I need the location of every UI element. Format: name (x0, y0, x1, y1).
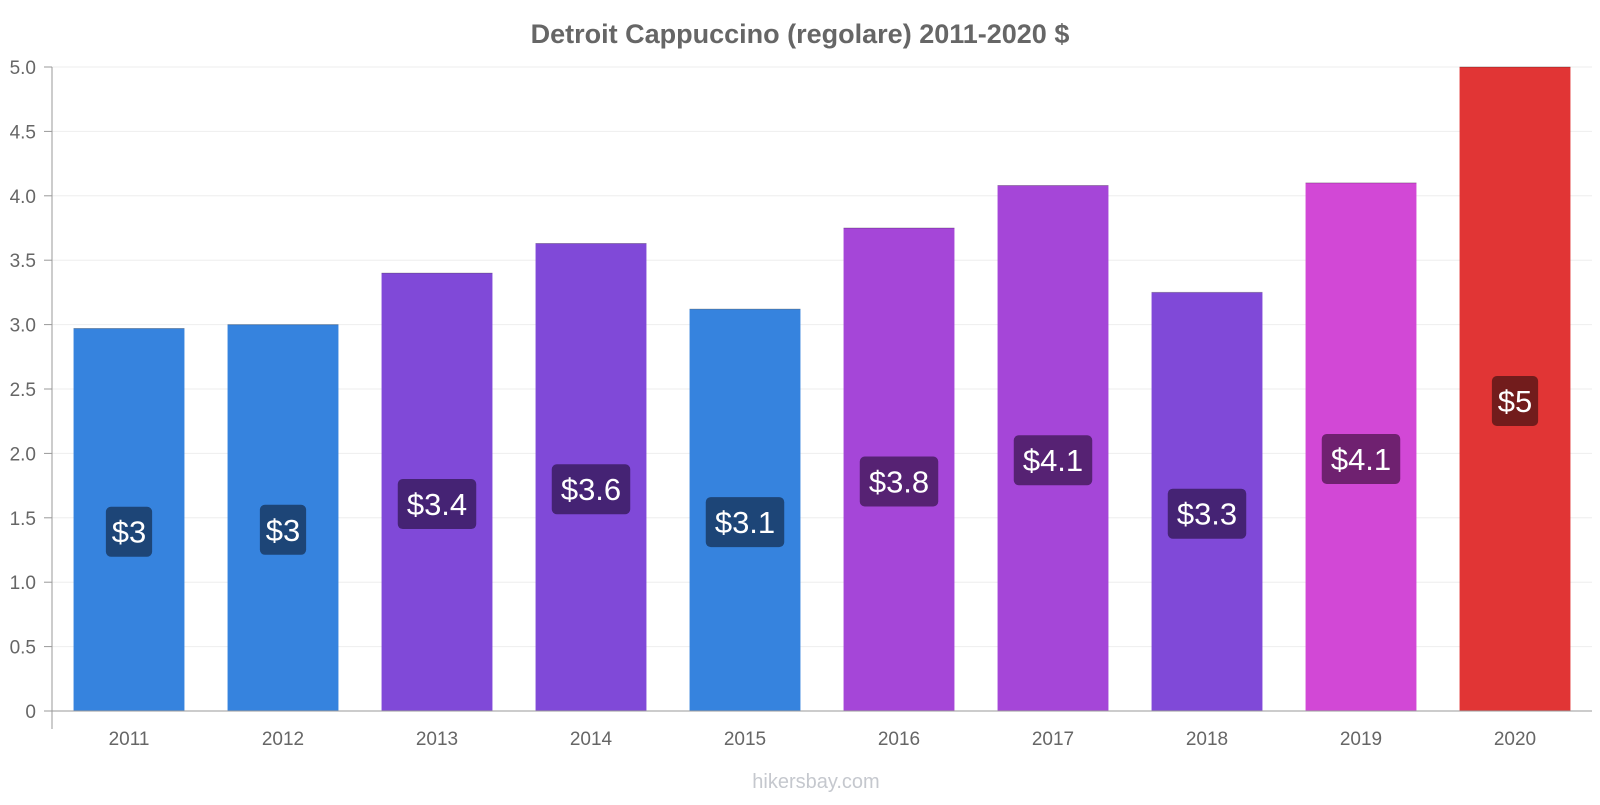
data-label-text: $4.1 (1023, 443, 1083, 478)
data-label-text: $3 (112, 515, 146, 550)
y-tick-label: 4.5 (10, 122, 36, 143)
y-tick-label: 2.5 (10, 380, 36, 401)
x-tick-label: 2013 (416, 729, 458, 750)
data-label-text: $3.8 (869, 465, 929, 500)
x-tick-label: 2015 (724, 729, 766, 750)
axes (44, 66, 1592, 729)
data-label-box (859, 456, 939, 507)
y-tick-label: 2.0 (10, 444, 36, 465)
y-tick-label: 3.0 (10, 316, 36, 337)
data-label-box (397, 479, 477, 530)
x-tick-label: 2017 (1032, 729, 1074, 750)
data-label-2020: $5 (1491, 376, 1539, 426)
data-label-text: $3.6 (561, 472, 621, 507)
x-tick-label: 2019 (1340, 729, 1382, 750)
x-tick-labels: 2011 2012 2013 2014 2015 2016 2017 2018 2019 2020 (109, 729, 1537, 750)
data-label-box (259, 504, 307, 555)
y-tick-label: 3.5 (10, 251, 36, 272)
data-label-text: $4.1 (1331, 442, 1391, 477)
y-tick-label: 1.5 (10, 509, 36, 530)
data-label-box (1167, 488, 1247, 539)
x-tick-label: 2014 (570, 729, 613, 750)
data-label-text: $3 (266, 513, 300, 548)
data-label-2014: $3.6 (551, 464, 631, 515)
data-label-text: $3.4 (407, 487, 467, 522)
x-tick-label: 2020 (1494, 729, 1536, 750)
data-label-box (551, 464, 631, 515)
y-tick-label: 1.0 (10, 573, 36, 594)
x-tick-label: 2011 (109, 729, 150, 750)
x-tick-label: 2012 (262, 729, 304, 750)
data-label-box (1013, 435, 1093, 486)
data-label-box (1491, 376, 1539, 426)
data-label-2019: $4.1 (1321, 433, 1401, 484)
data-label-text: $3.1 (715, 505, 775, 540)
y-tick-label: 5.0 (10, 58, 36, 79)
y-tick-label: 0.5 (10, 638, 36, 659)
data-label-2013: $3.4 (397, 479, 477, 530)
x-tick-label: 2016 (878, 729, 920, 750)
chart-title: Detroit Cappuccino (regolare) 2011-2020 … (531, 19, 1070, 49)
y-tick-label: 0 (25, 702, 36, 723)
x-tick-label: 2018 (1186, 729, 1228, 750)
data-label-2011: $3 (105, 506, 153, 557)
data-label-box (705, 497, 785, 548)
y-tick-label: 4.0 (10, 187, 36, 208)
data-label-box (1321, 433, 1401, 484)
data-label-2016: $3.8 (859, 456, 939, 507)
data-labels: $3 $3 $3.4 $3.6 $3.1 $3.8 $4.1 $3.3 $4.1 $5 (105, 376, 1539, 557)
data-label-2017: $4.1 (1013, 435, 1093, 486)
data-label-2012: $3 (259, 504, 307, 555)
data-label-text: $3.3 (1177, 497, 1237, 532)
data-label-box (105, 506, 153, 557)
y-tick-labels: 0 0.5 1.0 1.5 2.0 2.5 3.0 3.5 4.0 4.5 5.0 (10, 58, 36, 723)
data-label-2015: $3.1 (705, 497, 785, 548)
watermark-text: hikersbay.com (752, 771, 879, 793)
data-label-text: $5 (1498, 384, 1532, 419)
data-label-2018: $3.3 (1167, 488, 1247, 539)
